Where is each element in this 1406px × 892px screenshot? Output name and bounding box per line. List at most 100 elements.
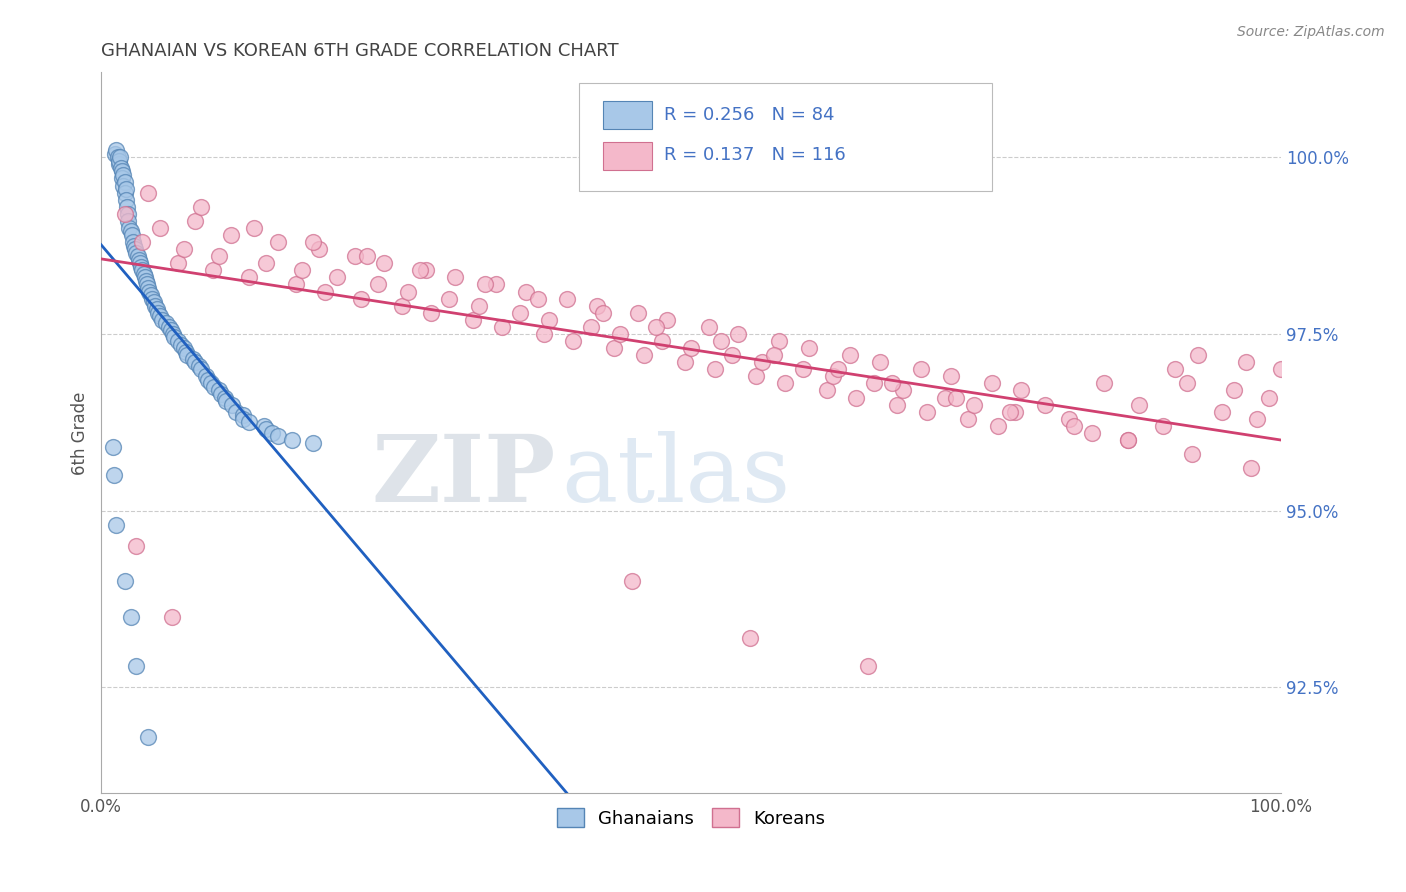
Point xyxy=(579,319,602,334)
Point xyxy=(136,281,159,295)
Point xyxy=(107,157,129,171)
Point xyxy=(254,256,277,270)
Point xyxy=(797,341,820,355)
Point xyxy=(738,631,761,645)
Point xyxy=(112,178,135,193)
Point xyxy=(219,227,242,242)
Point xyxy=(415,263,437,277)
Legend: Ghanaians, Koreans: Ghanaians, Koreans xyxy=(550,801,832,835)
Point xyxy=(159,323,181,337)
Point xyxy=(132,267,155,281)
Point xyxy=(893,384,915,398)
Point xyxy=(170,337,193,351)
Point xyxy=(232,408,254,422)
Point xyxy=(526,292,548,306)
Point xyxy=(202,380,225,394)
Point xyxy=(703,362,725,376)
Point xyxy=(149,310,172,324)
Point xyxy=(104,146,127,161)
Point xyxy=(356,249,378,263)
Point xyxy=(114,182,136,196)
Point xyxy=(467,299,489,313)
Point xyxy=(141,292,163,306)
Point xyxy=(105,517,128,532)
Point xyxy=(136,277,159,292)
Point xyxy=(174,344,197,359)
Point xyxy=(1010,384,1032,398)
Point xyxy=(1063,418,1085,433)
Point xyxy=(592,306,614,320)
Point xyxy=(152,313,174,327)
Point xyxy=(555,292,578,306)
Text: Source: ZipAtlas.com: Source: ZipAtlas.com xyxy=(1237,25,1385,39)
Point xyxy=(131,263,153,277)
Point xyxy=(114,574,136,589)
Point xyxy=(103,468,125,483)
Point xyxy=(915,405,938,419)
Point xyxy=(775,376,797,391)
Point xyxy=(208,384,231,398)
Point xyxy=(509,306,531,320)
Point xyxy=(181,351,204,366)
Point xyxy=(856,659,879,673)
Point xyxy=(603,341,626,355)
Point xyxy=(129,256,152,270)
Point xyxy=(131,235,153,249)
Point xyxy=(1234,355,1257,369)
Point xyxy=(609,326,631,341)
Point xyxy=(155,316,177,330)
Point xyxy=(1128,398,1150,412)
Point xyxy=(1258,391,1281,405)
Point xyxy=(709,334,731,348)
Point xyxy=(143,295,166,310)
Point xyxy=(115,200,138,214)
Point xyxy=(281,433,304,447)
Point xyxy=(111,164,134,178)
Point xyxy=(998,405,1021,419)
Point xyxy=(125,659,148,673)
Point xyxy=(160,609,183,624)
Point xyxy=(101,440,124,454)
Point xyxy=(1116,433,1139,447)
Point xyxy=(291,263,314,277)
Point xyxy=(839,348,862,362)
Point xyxy=(143,299,166,313)
Point xyxy=(745,369,768,384)
Point xyxy=(326,270,349,285)
Point xyxy=(238,270,260,285)
Point xyxy=(114,175,136,189)
Point xyxy=(190,362,212,376)
Point xyxy=(408,263,430,277)
Point xyxy=(267,235,290,249)
Point xyxy=(533,326,555,341)
Point xyxy=(721,348,744,362)
Point xyxy=(562,334,585,348)
Point xyxy=(768,334,790,348)
Point xyxy=(827,362,849,376)
Point xyxy=(673,355,696,369)
FancyBboxPatch shape xyxy=(603,102,652,129)
Point xyxy=(284,277,307,292)
Point xyxy=(1057,411,1080,425)
Point xyxy=(238,415,260,429)
Point xyxy=(134,270,156,285)
Point xyxy=(184,355,207,369)
Point xyxy=(254,422,277,436)
Point xyxy=(396,285,419,299)
Point xyxy=(149,221,172,235)
Point xyxy=(1246,411,1268,425)
Point xyxy=(650,334,672,348)
Point xyxy=(108,150,131,164)
Point xyxy=(585,299,607,313)
Point xyxy=(243,221,266,235)
Point xyxy=(125,539,148,553)
Point xyxy=(987,418,1010,433)
Text: R = 0.137   N = 116: R = 0.137 N = 116 xyxy=(664,146,845,164)
Point xyxy=(910,362,932,376)
Point xyxy=(1211,405,1233,419)
Point xyxy=(129,260,152,274)
Point xyxy=(792,362,814,376)
FancyBboxPatch shape xyxy=(603,142,652,169)
Point xyxy=(633,348,655,362)
Point xyxy=(195,369,218,384)
